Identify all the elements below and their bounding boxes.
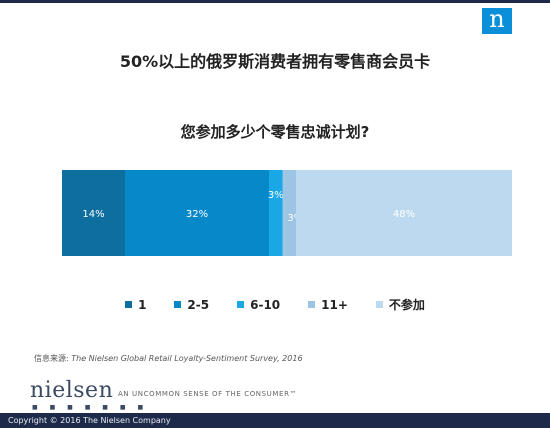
brand-wordmark: nielsen xyxy=(30,378,114,403)
chart-title: 50%以上的俄罗斯消费者拥有零售商会员卡 xyxy=(119,52,431,71)
top-strip xyxy=(0,0,550,3)
data-label-2: 32% xyxy=(186,209,208,220)
source-note: 信息来源: The Nielsen Global Retail Loyalty-… xyxy=(34,353,303,364)
bar-segment-4 xyxy=(282,170,296,256)
copyright-text: Copyright © 2016 The Nielsen Company xyxy=(8,416,171,425)
data-label-1: 14% xyxy=(82,209,104,220)
bar-segment-1 xyxy=(62,170,125,256)
legend-label: 2-5 xyxy=(187,297,210,312)
chart-legend: 1 2-5 6-10 11+ 不参加 xyxy=(0,296,550,313)
legend-item-3: 6-10 xyxy=(237,296,280,313)
legend-swatch-icon xyxy=(237,301,245,308)
legend-item-1: 1 xyxy=(125,296,146,313)
legend-item-4: 11+ xyxy=(308,296,348,313)
legend-label: 1 xyxy=(138,297,147,312)
bar-segment-5 xyxy=(296,170,512,256)
legend-label: 6-10 xyxy=(250,297,281,312)
data-label-5: 48% xyxy=(393,209,415,220)
legend-label: 11+ xyxy=(321,297,348,312)
data-label-3: 3% xyxy=(268,190,284,201)
legend-item-2: 2-5 xyxy=(174,296,209,313)
footer-bar: Copyright © 2016 The Nielsen Company xyxy=(0,413,550,428)
stacked-bar-chart: 14% 32% 3% 3% 48% xyxy=(62,170,512,256)
bar-segment-2 xyxy=(125,170,269,256)
source-text: The Nielsen Global Retail Loyalty-Sentim… xyxy=(71,354,303,363)
data-label-4: 3% xyxy=(287,213,303,224)
bar-segment-3 xyxy=(269,170,283,256)
brand-dots: ■ ■ ■ ■ ■ ■ ■ xyxy=(32,404,149,411)
legend-label: 不参加 xyxy=(388,298,425,312)
nielsen-logo-icon: n xyxy=(482,7,512,34)
legend-swatch-icon xyxy=(375,301,383,308)
source-label: 信息来源: xyxy=(34,354,69,363)
legend-swatch-icon xyxy=(308,301,316,308)
brand-tagline: AN UNCOMMON SENSE OF THE CONSUMER™ xyxy=(118,390,298,398)
legend-item-5: 不参加 xyxy=(375,296,425,313)
legend-swatch-icon xyxy=(174,301,182,308)
chart-subtitle: 您参加多少个零售忠诚计划? xyxy=(180,123,370,141)
legend-swatch-icon xyxy=(125,301,133,308)
